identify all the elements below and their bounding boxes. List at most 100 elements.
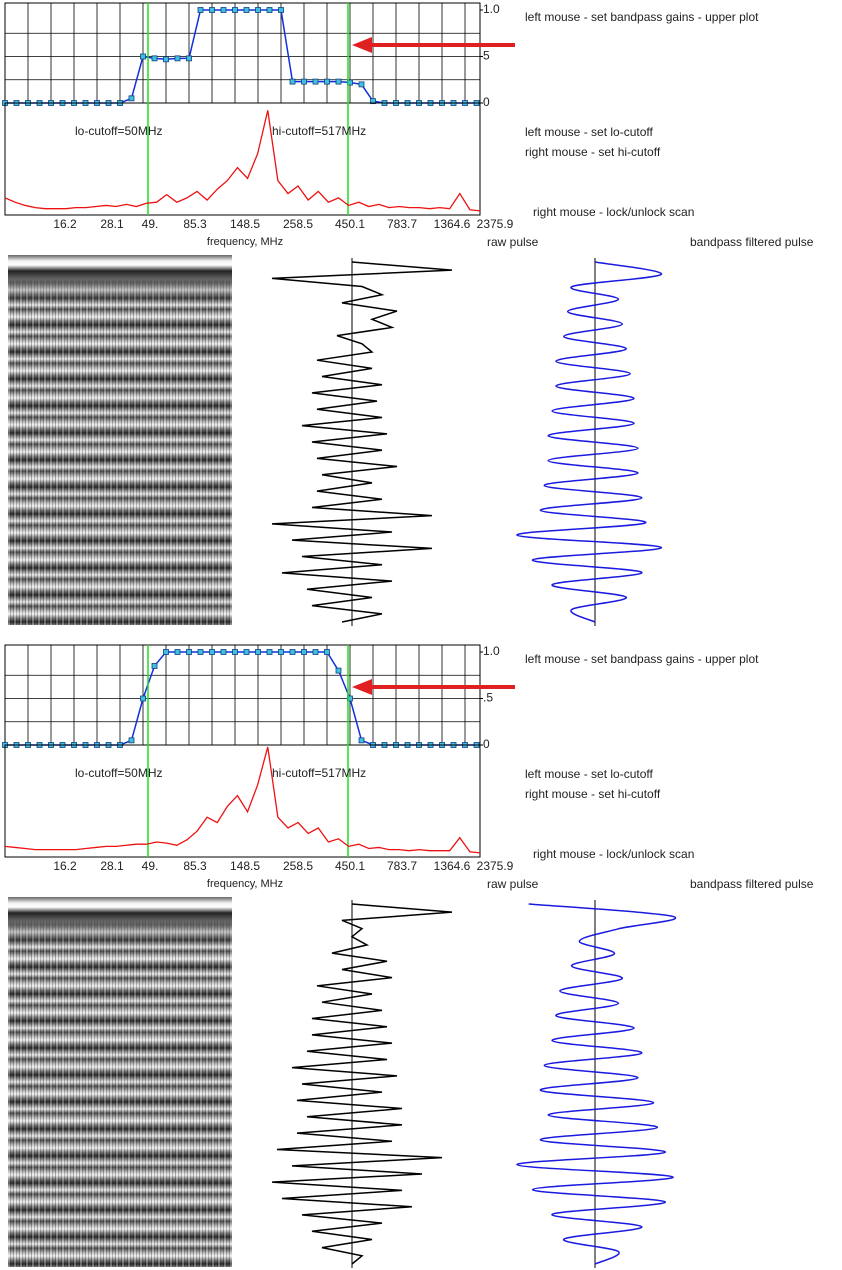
gain-point[interactable]	[266, 649, 273, 655]
radargram[interactable]	[8, 255, 232, 625]
gain-point[interactable]	[151, 663, 158, 669]
gain-point[interactable]	[289, 78, 296, 85]
gain-point[interactable]	[243, 7, 250, 13]
gain-point[interactable]	[370, 98, 376, 105]
trace-label: raw pulse	[487, 877, 539, 891]
x-axis-label: frequency, MHz	[207, 236, 283, 248]
trace	[516, 261, 663, 623]
gain-point[interactable]	[220, 7, 227, 13]
x-tick-label: 2375.9	[477, 859, 514, 873]
spectrum-line	[4, 746, 481, 854]
panel: 1.0 5 0 lo-cutoff=50MHz hi-cutoff=517MHz 16.2…	[2, 2, 814, 626]
gain-point[interactable]	[255, 7, 261, 13]
gain-point[interactable]	[358, 81, 365, 88]
gain-point[interactable]	[243, 649, 250, 655]
y-tick-label: 1.0	[483, 644, 500, 658]
gain-point[interactable]	[266, 7, 273, 13]
x-tick-label: 2375.9	[477, 217, 514, 231]
y-tick-label: 0	[483, 737, 490, 751]
instruction: right mouse - lock/unlock scan	[533, 205, 694, 219]
gain-point[interactable]	[140, 53, 146, 60]
gain-point[interactable]	[209, 7, 215, 13]
gain-point[interactable]	[232, 7, 238, 13]
spectrum-frame	[4, 102, 481, 216]
gain-point[interactable]	[128, 95, 135, 102]
x-tick-label: 28.1	[100, 217, 124, 231]
gain-point[interactable]	[128, 737, 135, 744]
gain-point[interactable]	[324, 78, 330, 85]
y-tick-label: 1.0	[483, 2, 500, 16]
gain-point[interactable]	[301, 649, 307, 655]
x-tick-label: 85.3	[183, 859, 207, 873]
gain-point[interactable]	[301, 78, 307, 85]
spectrum-frame	[4, 744, 481, 858]
x-tick-label: 783.7	[387, 859, 417, 873]
x-tick-label: 49.	[142, 217, 159, 231]
trace-label: raw pulse	[487, 235, 539, 249]
gain-point[interactable]	[358, 737, 365, 744]
instruction: left mouse - set bandpass gains - upper …	[525, 10, 759, 24]
lo-cutoff-label: lo-cutoff=50MHz	[75, 766, 163, 780]
gain-point[interactable]	[209, 649, 215, 655]
trace	[271, 903, 453, 1265]
gain-point[interactable]	[197, 649, 204, 655]
arrow-head	[352, 679, 372, 695]
x-tick-label: 450.1	[335, 859, 365, 873]
gain-point[interactable]	[335, 667, 342, 674]
gain-plot[interactable]: 1.0 5 0	[2, 2, 501, 109]
x-tick-label: 1364.6	[434, 217, 471, 231]
gain-point[interactable]	[186, 649, 192, 655]
instruction: left mouse - set bandpass gains - upper …	[525, 652, 759, 666]
gain-point[interactable]	[335, 78, 342, 85]
gain-point[interactable]	[232, 649, 238, 655]
gain-point[interactable]	[312, 649, 319, 655]
gain-point[interactable]	[174, 55, 181, 62]
x-tick-label: 49.	[142, 859, 159, 873]
gain-plot-frame	[4, 644, 481, 746]
instruction: left mouse - set lo-cutoff	[525, 767, 654, 781]
gain-point[interactable]	[197, 7, 204, 13]
hi-cutoff-label: hi-cutoff=517MHz	[272, 766, 366, 780]
gain-point[interactable]	[278, 7, 284, 13]
gain-plot-frame	[4, 2, 481, 104]
x-tick-label: 783.7	[387, 217, 417, 231]
x-tick-label: 16.2	[53, 217, 77, 231]
x-tick-label: 148.5	[230, 217, 260, 231]
gain-point[interactable]	[163, 56, 169, 63]
lo-cutoff-label: lo-cutoff=50MHz	[75, 124, 163, 138]
gain-point[interactable]	[324, 649, 330, 655]
x-tick-label: 16.2	[53, 859, 77, 873]
gain-point[interactable]	[186, 55, 192, 62]
x-tick-label: 258.5	[283, 217, 313, 231]
trace	[271, 261, 453, 623]
x-tick-label: 85.3	[183, 217, 207, 231]
instruction: right mouse - set hi-cutoff	[525, 145, 661, 159]
instruction: left mouse - set lo-cutoff	[525, 125, 654, 139]
spectrum-line	[4, 110, 481, 212]
gain-point[interactable]	[278, 649, 284, 655]
panel: 1.0 .5 0 lo-cutoff=50MHz hi-cutoff=517MHz 16.…	[2, 644, 814, 1268]
gain-point[interactable]	[140, 695, 146, 702]
x-axis-label: frequency, MHz	[207, 878, 283, 890]
trace-label: bandpass filtered pulse	[690, 235, 814, 249]
gain-point[interactable]	[174, 649, 181, 655]
gain-point[interactable]	[255, 649, 261, 655]
gain-point[interactable]	[151, 55, 158, 62]
gain-plot[interactable]: 1.0 .5 0	[2, 644, 501, 751]
instruction: right mouse - set hi-cutoff	[525, 787, 661, 801]
gain-point[interactable]	[220, 649, 227, 655]
gain-point[interactable]	[289, 649, 296, 655]
x-tick-label: 258.5	[283, 859, 313, 873]
y-tick-label: 5	[483, 49, 490, 63]
x-tick-label: 148.5	[230, 859, 260, 873]
x-tick-label: 28.1	[100, 859, 124, 873]
gain-point[interactable]	[312, 78, 319, 85]
x-tick-label: 450.1	[335, 217, 365, 231]
radargram[interactable]	[8, 897, 232, 1267]
arrow-head	[352, 37, 372, 53]
instruction: right mouse - lock/unlock scan	[533, 847, 694, 861]
y-tick-label: .5	[483, 691, 493, 705]
gain-point[interactable]	[163, 649, 169, 655]
